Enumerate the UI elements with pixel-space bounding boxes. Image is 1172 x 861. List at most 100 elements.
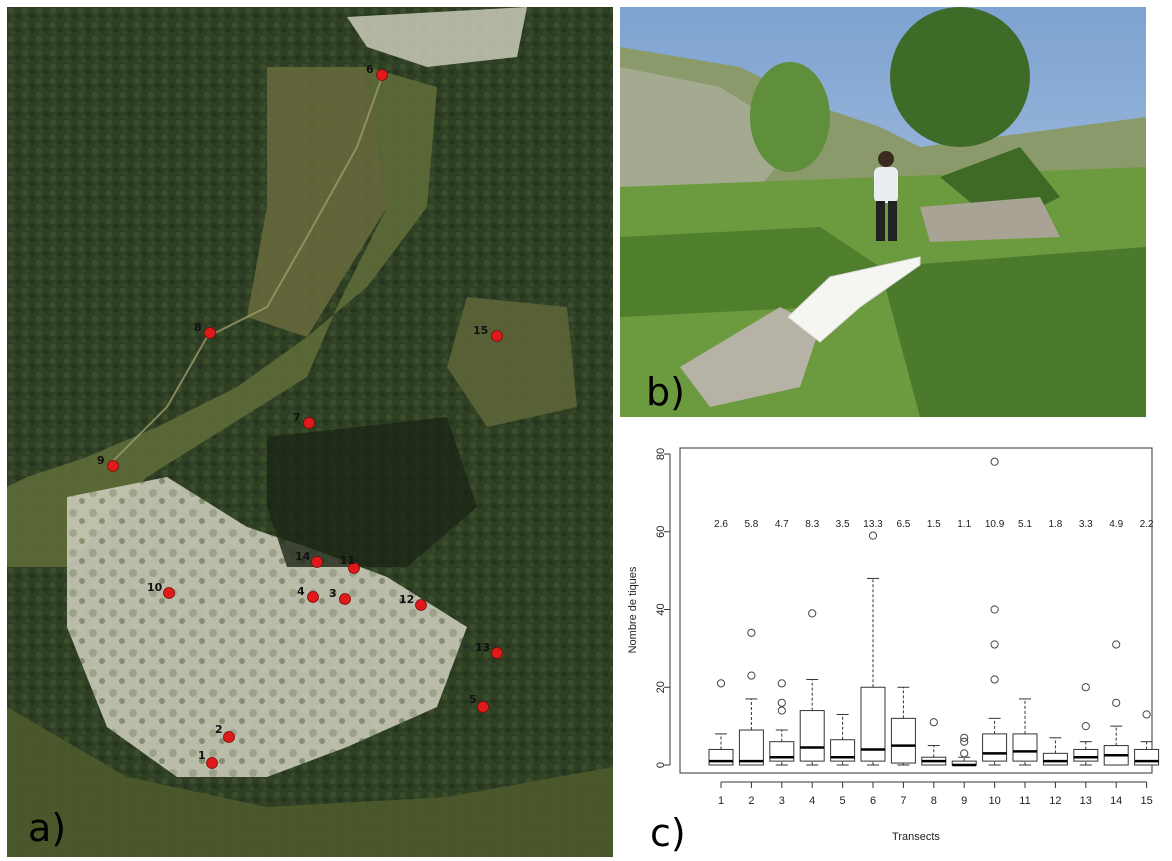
box-transect-4 [799,609,825,766]
site-marker-12: 12 [399,593,427,611]
site-marker-13: 13 [475,641,503,659]
site-marker-11: 11 [340,554,360,574]
box-iqr [830,739,856,762]
outlier-point [777,698,786,707]
site-dot [107,460,119,472]
aerial-map-panel: 1 2 3 4 5 6 7 8 9 10 11 12 13 14 15 a) [7,7,613,857]
site-dot [477,701,489,713]
site-marker-8: 8 [194,321,216,339]
tree [890,7,1030,147]
juniper [880,247,1146,417]
mean-label: 8.3 [805,519,819,530]
outlier-point [990,675,999,684]
site-marker-9: 9 [97,454,119,472]
y-tick-label: 0 [655,762,667,768]
rock-top [347,7,527,67]
box-transect-2 [738,628,764,766]
box-iqr [799,710,825,762]
site-label: 12 [399,593,414,606]
mean-label: 6.5 [896,519,910,530]
meadow-east [447,297,577,427]
site-marker-15: 15 [473,324,503,342]
site-label: 9 [97,454,105,467]
mean-labels: 2.6 5.8 4.7 8.3 3.5 13.3 6.5 1.5 1.1 10.9 5.1 1.8 3.… [714,519,1154,530]
x-tick-label: 7 [900,795,906,807]
site-dot [415,599,427,611]
outlier-point [808,609,817,618]
outlier-point [747,671,756,680]
outlier-point [777,706,786,715]
panel-label-a: a) [28,806,67,850]
outlier-point [990,605,999,614]
box-transect-3 [769,679,795,766]
mean-label: 3.3 [1079,519,1093,530]
site-dot [307,591,319,603]
site-marker-1: 1 [198,749,218,769]
outlier-point [716,679,726,688]
rock [680,307,820,407]
mean-label: 4.9 [1109,519,1123,530]
box-transect-6 [860,531,886,766]
box-iqr [708,748,734,766]
outlier-point [960,737,969,746]
box-transect-5 [830,713,856,766]
outlier-point [960,749,969,758]
outlier-point [1081,683,1090,692]
tick-drag-cloth [787,256,921,343]
mean-label: 13.3 [863,519,883,530]
site-label: 14 [295,550,311,563]
y-tick-label: 80 [655,448,667,460]
box-transect-8 [921,718,947,766]
mean-label: 1.8 [1048,519,1062,530]
site-label: 10 [147,581,163,594]
site-marker-14: 14 [295,550,323,568]
field-photo-panel: b) [620,7,1146,417]
site-dot [206,757,218,769]
x-axis: 1 2 3 4 5 6 7 8 9 10 11 12 13 14 15 [718,781,1153,807]
bush [750,62,830,172]
outlier-point [1112,698,1121,707]
outlier-point [777,679,786,688]
site-label: 6 [366,63,374,76]
mean-label: 5.1 [1018,519,1032,530]
site-label: 3 [329,587,337,600]
outlier-point [990,457,999,466]
outlier-point [747,628,756,637]
box-transect-1 [708,679,734,766]
site-label: 15 [473,324,488,337]
box-iqr [1012,733,1038,762]
site-marker-10: 10 [147,581,175,599]
site-label: 7 [293,411,301,424]
site-dot [303,417,315,429]
site-marker-6: 6 [366,63,388,81]
boxplot-panel: 0 20 40 60 80 1 2 3 4 5 6 7 8 9 10 11 12 13 14 15 2.6 5.8 4.… [620,440,1160,858]
box-iqr [1042,752,1068,766]
x-tick-label: 15 [1140,795,1152,807]
site-label: 4 [297,585,305,598]
site-marker-4: 4 [297,585,319,603]
box-transect-14 [1103,640,1129,766]
y-tick-label: 20 [655,681,667,693]
x-tick-label: 6 [870,795,876,807]
limestone-area [67,477,467,777]
site-dot [491,647,503,659]
site-dot [348,562,360,574]
panel-label-b: b) [646,370,685,414]
outlier-point [960,733,969,742]
box-transect-13 [1073,683,1099,766]
x-tick-label: 9 [961,795,967,807]
meadow-area [7,67,437,567]
y-axis-title: Nombre de tiques [627,566,639,653]
x-tick-label: 5 [840,795,846,807]
mean-label: 10.9 [985,519,1005,530]
box-transect-9 [951,733,977,767]
x-tick-label: 2 [748,795,754,807]
x-tick-label: 4 [809,795,815,807]
panel-label-c: c) [650,811,686,855]
mean-label: 5.8 [744,519,758,530]
site-dot [311,556,323,568]
y-axis: 0 20 40 60 80 [655,448,671,768]
